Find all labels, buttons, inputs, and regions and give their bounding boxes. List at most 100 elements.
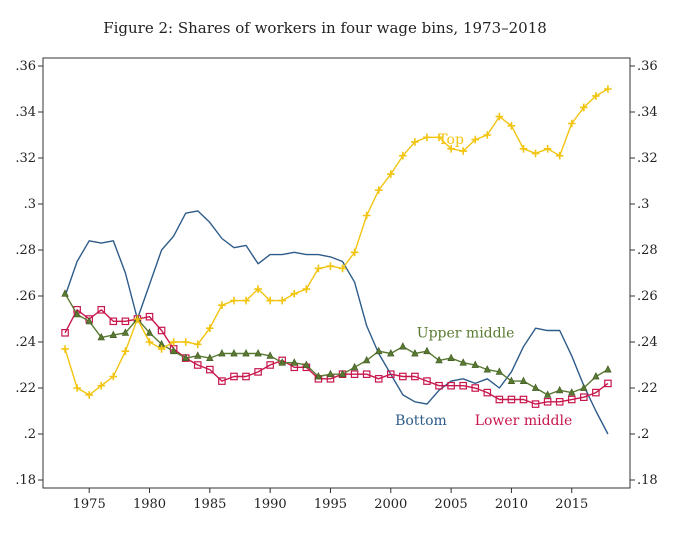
series-label-lower-middle: Lower middle	[475, 413, 573, 429]
data-point-top	[145, 338, 154, 346]
data-point-top	[604, 85, 612, 93]
y-axis-right: .18 .2 .22 .24 .26 .28 .3 .32 .34 .36	[630, 59, 658, 488]
data-point-upper-middle	[387, 349, 395, 357]
y-tick-label-right: .18	[637, 473, 658, 488]
data-point-top	[290, 289, 299, 298]
data-point-lower-middle	[193, 361, 202, 369]
x-tick-label: 2005	[435, 497, 468, 512]
data-point-top	[193, 340, 202, 349]
data-point-upper-middle	[145, 328, 154, 336]
series-labels: Top Upper middle Bottom Lower middle	[395, 132, 572, 429]
data-point-top	[314, 264, 323, 273]
y-tick-label-left: .2	[24, 427, 36, 442]
data-point-upper-middle	[495, 367, 504, 375]
data-point-lower-middle	[471, 384, 480, 392]
data-point-lower-middle	[531, 400, 540, 408]
data-point-upper-middle	[471, 360, 479, 368]
data-point-lower-middle	[483, 388, 492, 397]
data-point-lower-middle	[374, 375, 383, 383]
data-point-top	[483, 131, 492, 139]
data-point-lower-middle	[459, 381, 467, 390]
data-point-lower-middle	[206, 365, 214, 374]
y-tick-label-left: .26	[15, 289, 36, 304]
data-point-top	[230, 296, 238, 305]
x-tick-label: 2000	[374, 497, 407, 512]
data-point-lower-middle	[266, 361, 274, 369]
data-point-upper-middle	[543, 390, 552, 398]
y-tick-label-right: .36	[637, 59, 658, 74]
data-point-upper-middle	[447, 353, 455, 362]
x-tick-label: 1980	[133, 497, 166, 512]
x-tick-label: 1985	[193, 497, 226, 512]
y-tick-label-left: .24	[15, 335, 36, 350]
x-tick-label: 1975	[73, 497, 106, 512]
series-line-upper-middle	[64, 293, 609, 396]
data-point-top	[495, 112, 504, 121]
data-point-top	[399, 151, 407, 160]
data-point-lower-middle	[507, 395, 516, 404]
data-point-lower-middle	[362, 370, 371, 379]
data-point-upper-middle	[218, 349, 226, 357]
data-point-upper-middle	[580, 383, 588, 391]
data-point-upper-middle	[206, 353, 214, 362]
y-tick-label-left: .34	[15, 105, 36, 120]
series-top	[61, 85, 612, 399]
y-tick-label-right: .24	[637, 335, 658, 350]
data-point-upper-middle	[97, 332, 105, 341]
series-upper-middle	[61, 289, 612, 398]
data-point-lower-middle	[242, 372, 250, 381]
chart-title: Figure 2: Shares of workers in four wage…	[103, 19, 547, 37]
x-tick-label: 1995	[314, 497, 347, 512]
data-point-upper-middle	[435, 355, 443, 364]
data-point-top	[266, 296, 274, 305]
series-layer	[61, 85, 612, 435]
data-point-upper-middle	[399, 342, 407, 350]
data-point-upper-middle	[182, 353, 190, 362]
data-point-upper-middle	[362, 355, 371, 364]
data-point-lower-middle	[97, 306, 106, 314]
data-point-top	[386, 170, 395, 178]
data-point-top	[73, 384, 81, 392]
data-point-top	[519, 145, 528, 153]
data-point-upper-middle	[266, 351, 274, 359]
data-point-top	[157, 345, 166, 353]
data-point-upper-middle	[423, 346, 431, 355]
data-point-lower-middle	[423, 377, 431, 385]
data-point-top	[555, 151, 564, 160]
data-point-top	[61, 345, 69, 353]
data-point-upper-middle	[375, 346, 383, 355]
y-axis-left: .18 .2 .22 .24 .26 .28 .3 .32 .34 .36	[15, 59, 43, 488]
data-point-top	[133, 315, 142, 323]
data-point-upper-middle	[350, 362, 359, 371]
x-tick-label: 2015	[555, 497, 588, 512]
data-point-top	[85, 391, 93, 399]
series-lower-middle	[61, 306, 612, 408]
data-point-top	[507, 122, 516, 130]
data-point-top	[435, 133, 443, 142]
data-point-upper-middle	[592, 372, 600, 380]
series-line-lower-middle	[64, 309, 609, 405]
data-point-lower-middle	[447, 381, 455, 390]
data-point-top	[447, 145, 455, 153]
data-point-top	[254, 285, 262, 293]
y-tick-label-right: .22	[637, 381, 658, 396]
data-point-upper-middle	[73, 309, 81, 318]
y-tick-label-right: .2	[637, 427, 649, 442]
y-tick-label-left: .18	[15, 473, 36, 488]
data-point-upper-middle	[121, 328, 130, 336]
x-tick-label: 2010	[495, 497, 528, 512]
data-point-top	[181, 338, 190, 346]
data-point-upper-middle	[290, 358, 298, 366]
data-point-top	[326, 262, 335, 270]
data-point-lower-middle	[399, 372, 407, 381]
data-point-top	[592, 92, 600, 100]
x-tick-label: 1990	[254, 497, 287, 512]
data-point-upper-middle	[519, 376, 528, 385]
data-point-lower-middle	[592, 388, 600, 397]
data-point-lower-middle	[109, 317, 118, 326]
data-point-upper-middle	[254, 349, 262, 357]
data-point-top	[580, 103, 588, 112]
data-point-upper-middle	[555, 385, 564, 394]
